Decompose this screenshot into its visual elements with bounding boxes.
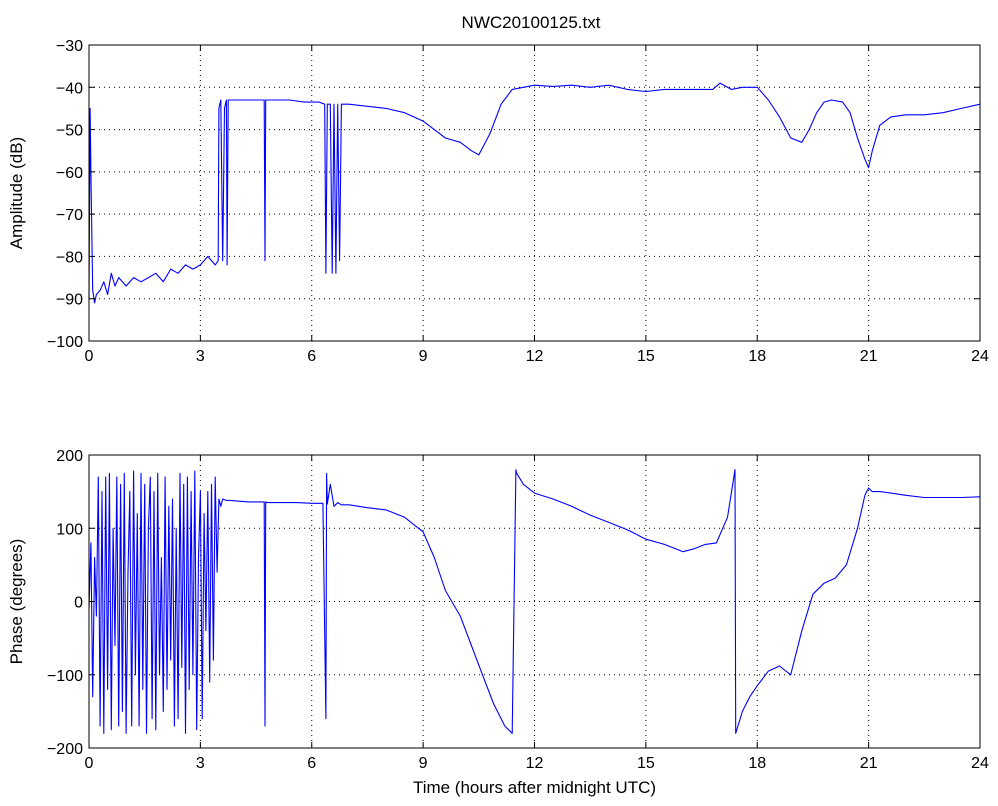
phase-x-tick-label: 18 xyxy=(748,755,766,772)
amplitude-y-tick-label: −90 xyxy=(56,292,83,309)
phase-x-tick-label: 21 xyxy=(860,755,878,772)
amplitude-y-tick-label: −100 xyxy=(47,334,83,351)
phase-x-tick-label: 0 xyxy=(85,755,94,772)
phase-x-tick-label: 9 xyxy=(419,755,428,772)
phase-series-line xyxy=(88,469,981,734)
figure-title: NWC20100125.txt xyxy=(462,13,601,32)
amplitude-x-tick-label: 6 xyxy=(307,348,316,365)
phase-x-tick-label: 24 xyxy=(971,755,989,772)
amplitude-x-tick-label: 0 xyxy=(85,348,94,365)
amplitude-series-line xyxy=(88,82,981,304)
amplitude-x-tick-label: 15 xyxy=(637,348,655,365)
phase-y-axis-label: Phase (degrees) xyxy=(7,539,26,665)
amplitude-x-tick-label: 9 xyxy=(419,348,428,365)
amplitude-plot: 0 3 6 9 12 15 18 21 24 −100 −90 −80 −70 −60 −50 −40 −30 A… xyxy=(7,38,989,365)
phase-x-tick-label: 15 xyxy=(637,755,655,772)
phase-y-tick-label: 200 xyxy=(56,448,83,465)
amplitude-x-tick-label: 12 xyxy=(526,348,544,365)
amplitude-y-tick-label: −50 xyxy=(56,123,83,140)
phase-x-tick-label: 6 xyxy=(307,755,316,772)
amplitude-y-tick-label: −30 xyxy=(56,38,83,55)
amplitude-y-tick-label: −80 xyxy=(56,249,83,266)
phase-y-tick-label: 0 xyxy=(74,595,83,612)
amplitude-y-axis-label: Amplitude (dB) xyxy=(7,137,26,249)
phase-x-axis-label: Time (hours after midnight UTC) xyxy=(413,778,656,797)
amplitude-x-tick-label: 24 xyxy=(971,348,989,365)
amplitude-y-tick-label: −70 xyxy=(56,207,83,224)
amplitude-axes-frame xyxy=(88,44,981,342)
phase-x-tick-label: 3 xyxy=(196,755,205,772)
amplitude-y-tick-label: −40 xyxy=(56,80,83,97)
amplitude-y-tick-label: −60 xyxy=(56,165,83,182)
amplitude-x-tick-label: 3 xyxy=(196,348,205,365)
amplitude-x-tick-label: 21 xyxy=(860,348,878,365)
phase-plot: 0 3 6 9 12 15 18 21 24 −200 −100 0 100 200 Phase (degr… xyxy=(7,448,989,797)
phase-y-tick-label: −200 xyxy=(47,741,83,758)
phase-y-tick-label: 100 xyxy=(56,521,83,538)
phase-y-tick-label: −100 xyxy=(47,668,83,685)
amplitude-x-tick-label: 18 xyxy=(748,348,766,365)
phase-x-tick-label: 12 xyxy=(526,755,544,772)
